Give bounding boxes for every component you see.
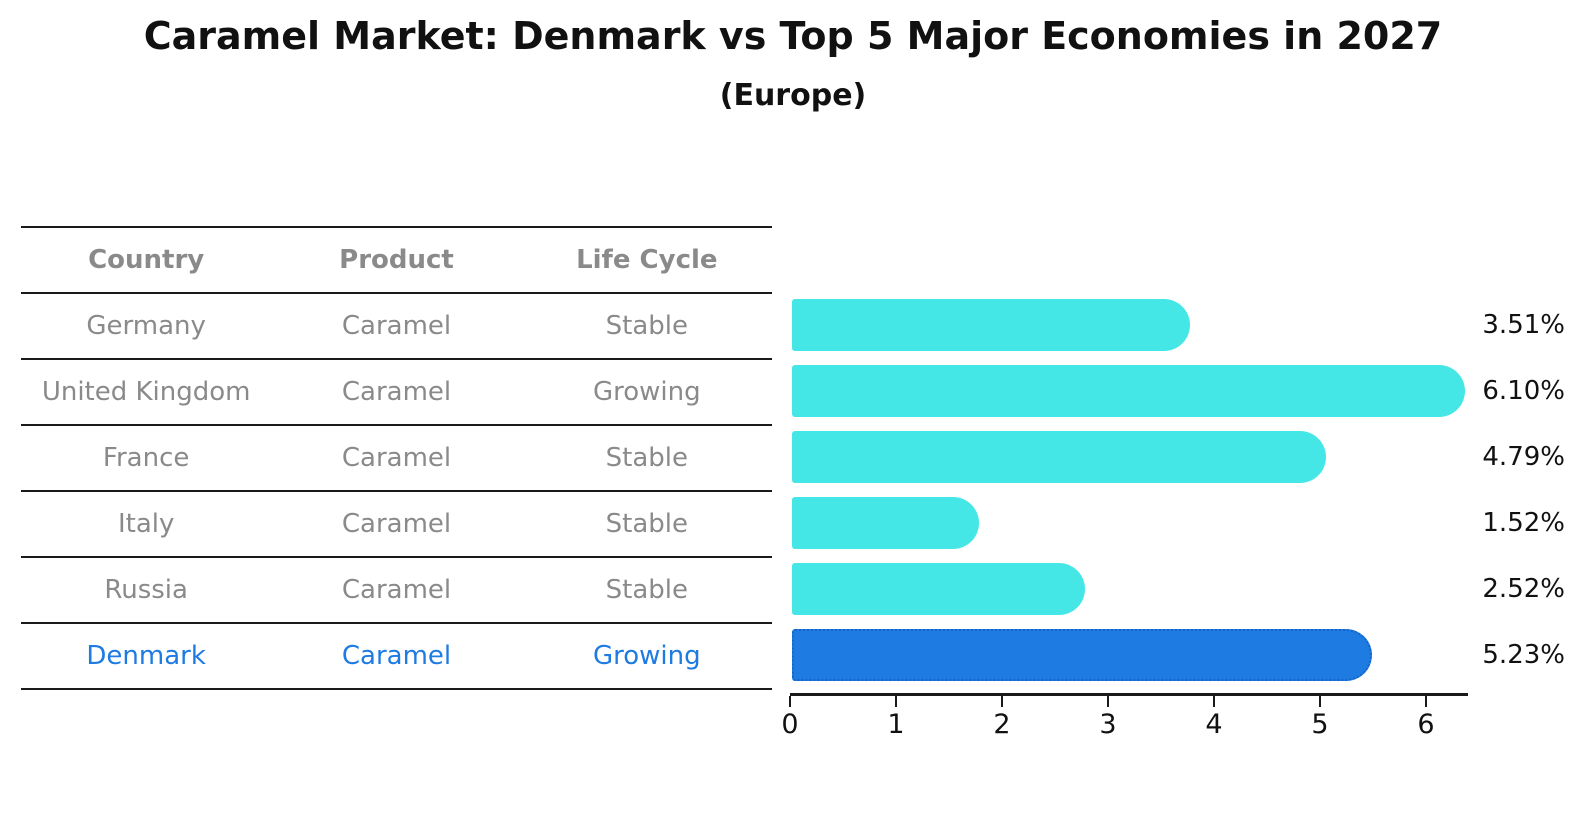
value-label: 6.10% [1482, 376, 1565, 406]
country-cell: United Kingdom [41, 377, 251, 407]
value-label: 4.79% [1482, 442, 1565, 472]
bar-plot-area: 3.51% 6.10% 4.79% 1.52% 2.52% 5.23% [792, 292, 1565, 688]
bar [792, 563, 1085, 615]
table-header-cell-2: Life Cycle [576, 245, 718, 275]
bar-row: 5.23% [792, 622, 1565, 688]
life-cycle-cell: Stable [605, 311, 688, 341]
country-cell: France [102, 443, 190, 473]
highlight-bar [792, 629, 1372, 681]
table-header-cell-0: Country [88, 245, 205, 275]
life-cycle-cell: Stable [605, 443, 688, 473]
bar [792, 497, 979, 549]
x-axis-tick-label: 1 [887, 709, 905, 740]
table-row: Russia Caramel Stable [21, 558, 772, 624]
x-axis-tick-label: 0 [781, 709, 799, 740]
x-axis-tick [1425, 696, 1427, 707]
product-cell: Caramel [341, 377, 452, 407]
product-cell: Caramel [341, 641, 452, 671]
bar-row: 3.51% [792, 292, 1565, 358]
life-cycle-cell: Growing [592, 377, 701, 407]
product-cell: Caramel [341, 443, 452, 473]
chart-title: Caramel Market: Denmark vs Top 5 Major E… [143, 14, 1443, 58]
bar-row: 2.52% [792, 556, 1565, 622]
country-cell: Italy [117, 509, 175, 539]
x-axis-tick [789, 696, 791, 707]
table-header-cell-1: Product [339, 245, 454, 275]
life-cycle-cell: Stable [605, 509, 688, 539]
x-axis-tick-label: 4 [1205, 709, 1223, 740]
x-axis: 0 1 2 3 4 5 6 [781, 693, 1468, 742]
table-row: Germany Caramel Stable [21, 294, 772, 360]
x-axis-tick [1001, 696, 1003, 707]
x-axis-tick [1319, 696, 1321, 707]
value-label: 3.51% [1482, 310, 1565, 340]
country-cell: Denmark [86, 641, 206, 671]
bar [792, 431, 1326, 483]
country-cell: Russia [104, 575, 188, 605]
bar-row: 4.79% [792, 424, 1565, 490]
value-label: 2.52% [1482, 574, 1565, 604]
table-row: France Caramel Stable [21, 426, 772, 492]
product-cell: Caramel [341, 575, 452, 605]
x-axis-tick [1107, 696, 1109, 707]
bar [792, 365, 1465, 417]
bar-row: 6.10% [792, 358, 1565, 424]
x-axis-tick [1213, 696, 1215, 707]
life-cycle-cell: Stable [605, 575, 688, 605]
x-axis-tick-label: 2 [993, 709, 1011, 740]
x-axis-tick [895, 696, 897, 707]
table-row: Denmark Caramel Growing [21, 624, 772, 690]
bar-row: 1.52% [792, 490, 1565, 556]
value-label: 1.52% [1482, 508, 1565, 538]
x-axis-tick-label: 6 [1417, 709, 1435, 740]
bar [792, 299, 1190, 351]
country-table: Country Product Life Cycle Germany Caramel S… [21, 226, 772, 690]
table-row: Italy Caramel Stable [21, 492, 772, 558]
x-axis-tick-label: 3 [1099, 709, 1117, 740]
country-cell: Germany [86, 311, 206, 341]
product-cell: Caramel [341, 509, 452, 539]
table-body: Germany Caramel Stable United Kingdom Carame… [21, 294, 772, 690]
table-header-row: Country Product Life Cycle [21, 226, 772, 294]
x-axis-tick-label: 5 [1311, 709, 1329, 740]
life-cycle-cell: Growing [592, 641, 701, 671]
product-cell: Caramel [341, 311, 452, 341]
table-row: United Kingdom Caramel Growing [21, 360, 772, 426]
chart-subtitle: (Europe) [719, 78, 867, 113]
value-label: 5.23% [1482, 640, 1565, 670]
